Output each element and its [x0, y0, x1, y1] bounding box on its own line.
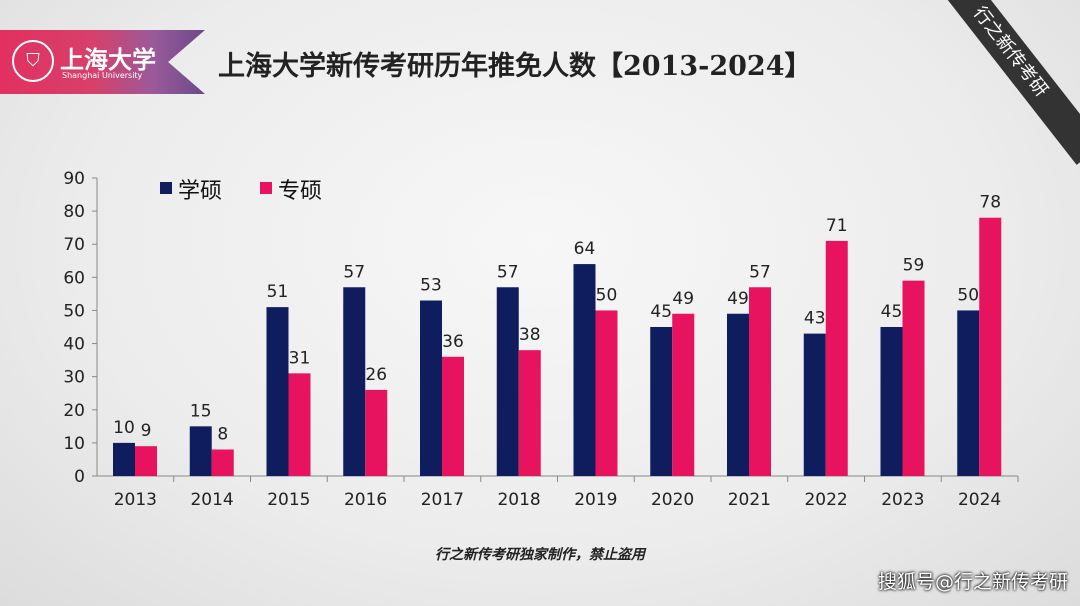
data-label: 8 — [217, 425, 228, 445]
watermark-text: 搜狐号@行之新传考研 — [877, 571, 1068, 593]
data-label: 49 — [672, 289, 694, 309]
y-tick-label: 80 — [63, 202, 85, 222]
bar-xueshuo — [420, 300, 442, 476]
legend-swatch — [260, 182, 272, 194]
data-label: 57 — [343, 262, 365, 282]
bar-zhuanshuo — [979, 217, 1002, 476]
bar-zhuanshuo — [442, 356, 464, 476]
data-label: 45 — [650, 302, 672, 322]
page-title: 上海大学新传考研历年推免人数【2013-2024】 — [218, 51, 812, 82]
x-tick-label: 2024 — [958, 490, 1001, 510]
data-label: 71 — [826, 216, 848, 236]
data-label: 51 — [267, 282, 289, 302]
bar-xueshuo — [189, 426, 212, 476]
data-label: 31 — [289, 348, 311, 368]
y-tick-label: 40 — [63, 335, 85, 355]
legend-swatch — [160, 182, 172, 194]
data-label: 57 — [497, 262, 519, 282]
y-tick-label: 20 — [63, 401, 85, 421]
data-label: 45 — [881, 302, 903, 322]
x-tick-label: 2016 — [344, 490, 387, 510]
x-tick-label: 2018 — [497, 490, 540, 510]
data-label: 50 — [957, 285, 979, 305]
bar-xueshuo — [727, 313, 749, 476]
data-label: 36 — [442, 332, 464, 352]
bar-xueshuo — [803, 333, 826, 476]
bar-xueshuo — [650, 327, 673, 476]
data-label: 50 — [596, 285, 618, 305]
legend-label: 学硕 — [178, 179, 222, 204]
bar-xueshuo — [573, 264, 596, 476]
data-label: 38 — [519, 325, 541, 345]
y-tick-label: 10 — [63, 434, 85, 454]
data-label: 57 — [749, 262, 771, 282]
data-label: 64 — [574, 239, 596, 259]
bar-xueshuo — [957, 310, 980, 476]
legend-label: 专硕 — [278, 179, 322, 204]
bar-xueshuo — [880, 327, 903, 476]
x-tick-label: 2023 — [881, 490, 924, 510]
data-label: 59 — [903, 256, 925, 276]
x-tick-label: 2021 — [728, 490, 771, 510]
bar-zhuanshuo — [518, 350, 541, 476]
data-label: 10 — [113, 418, 135, 438]
credit-text: 行之新传考研独家制作，禁止盗用 — [435, 547, 645, 563]
x-tick-label: 2019 — [574, 490, 617, 510]
bar-xueshuo — [496, 287, 519, 476]
data-label: 9 — [141, 421, 152, 441]
university-emblem-icon: ⛉ — [12, 40, 54, 82]
x-tick-label: 2014 — [190, 490, 233, 510]
x-tick-label: 2022 — [804, 490, 847, 510]
logo-text: 上海大学 — [60, 45, 156, 74]
x-tick-label: 2013 — [114, 490, 157, 510]
y-tick-label: 60 — [63, 268, 85, 288]
bar-zhuanshuo — [749, 287, 771, 476]
data-label: 78 — [979, 193, 1001, 213]
y-tick-label: 50 — [63, 301, 85, 321]
y-tick-label: 30 — [63, 368, 85, 388]
bar-zhuanshuo — [211, 449, 234, 476]
y-tick-label: 70 — [63, 235, 85, 255]
y-tick-label: 0 — [74, 467, 85, 487]
x-tick-label: 2015 — [267, 490, 310, 510]
bar-zhuanshuo — [595, 310, 618, 476]
bar-zhuanshuo — [135, 446, 157, 476]
data-label: 49 — [727, 289, 749, 309]
bar-xueshuo — [113, 442, 135, 476]
bar-xueshuo — [266, 307, 289, 476]
bar-zhuanshuo — [825, 240, 848, 476]
bar-zhuanshuo — [288, 373, 311, 476]
logo-subtext: Shanghai University — [62, 71, 143, 80]
data-label: 15 — [190, 401, 212, 421]
data-label: 26 — [365, 365, 387, 385]
bar-xueshuo — [343, 287, 366, 476]
bar-zhuanshuo — [365, 389, 388, 476]
x-tick-label: 2020 — [651, 490, 694, 510]
data-label: 53 — [420, 276, 442, 296]
y-tick-label: 90 — [63, 169, 85, 189]
bar-zhuanshuo — [672, 313, 695, 476]
bar-zhuanshuo — [902, 280, 925, 476]
data-label: 43 — [804, 309, 826, 329]
x-tick-label: 2017 — [421, 490, 464, 510]
